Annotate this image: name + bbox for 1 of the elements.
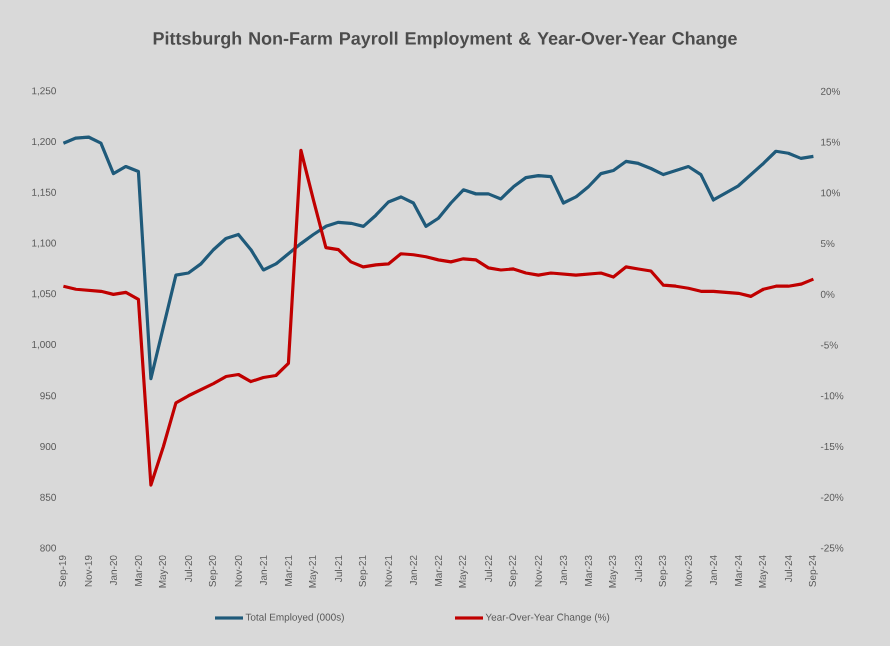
chart-title: Pittsburgh Non-Farm Payroll Employment & Year-Over-Year Change xyxy=(153,31,737,49)
